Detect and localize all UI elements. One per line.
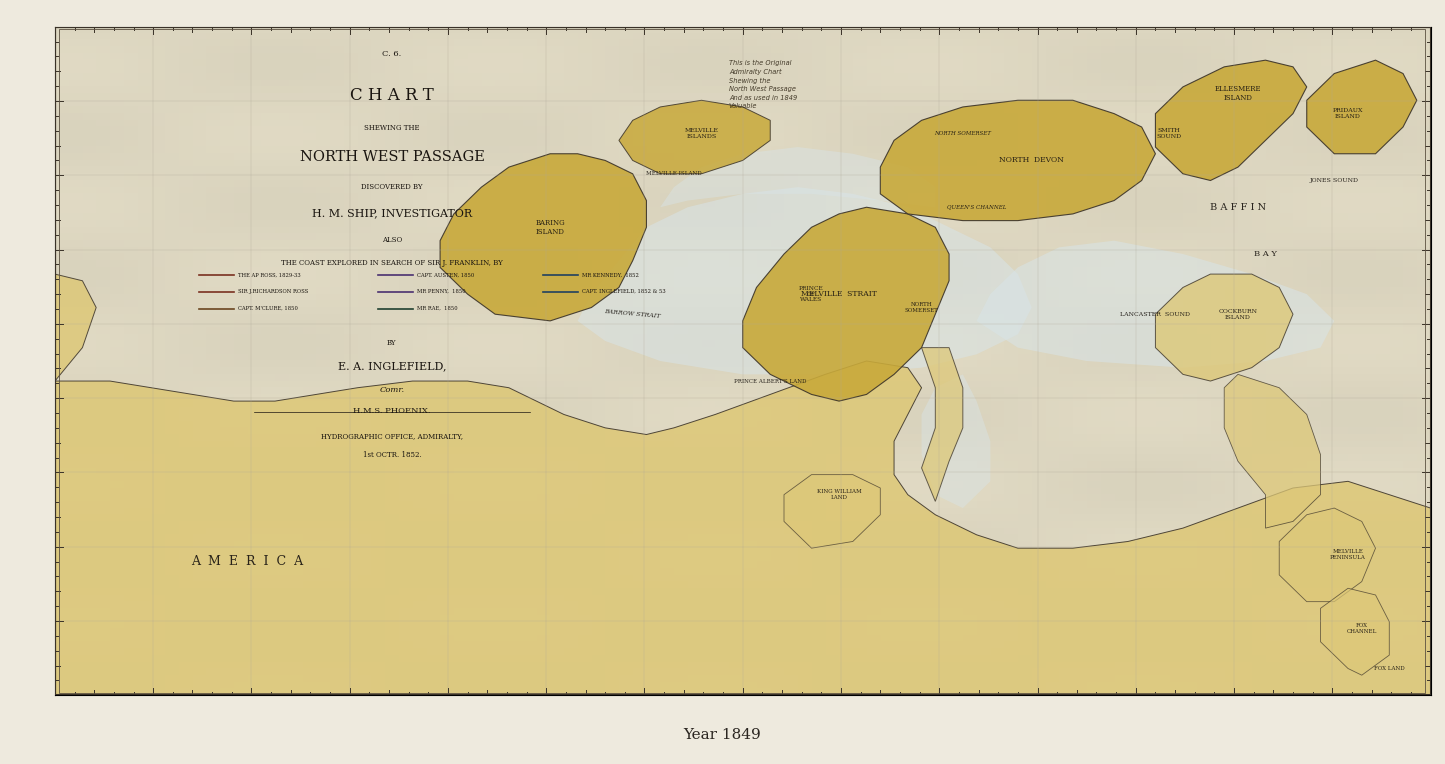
Polygon shape [660, 147, 935, 207]
Polygon shape [922, 374, 990, 508]
Text: CAPT. INGLEFIELD, 1852 & 53: CAPT. INGLEFIELD, 1852 & 53 [582, 289, 666, 294]
Text: NORTH SOMERSET: NORTH SOMERSET [935, 131, 991, 136]
Text: QUEEN'S CHANNEL: QUEEN'S CHANNEL [946, 205, 1006, 210]
Text: SHEWING THE: SHEWING THE [364, 124, 419, 131]
Text: A  M  E  R  I  C  A: A M E R I C A [191, 555, 303, 568]
Polygon shape [1156, 60, 1306, 180]
Text: C. 6.: C. 6. [383, 50, 402, 58]
Polygon shape [1224, 374, 1321, 528]
Text: PRINCE
OF
WALES: PRINCE OF WALES [799, 286, 824, 303]
Text: BARING
ISLAND: BARING ISLAND [535, 219, 565, 236]
Polygon shape [922, 348, 962, 501]
Text: MELVILLE  STRAIT: MELVILLE STRAIT [801, 290, 877, 298]
Text: PRINCE ALBERT'S LAND: PRINCE ALBERT'S LAND [734, 378, 806, 384]
Polygon shape [785, 474, 880, 549]
Text: MELVILLE
PENINSULA: MELVILLE PENINSULA [1329, 549, 1366, 560]
Polygon shape [578, 187, 1032, 374]
Text: ELLESMERE
ISLAND: ELLESMERE ISLAND [1215, 85, 1261, 102]
Polygon shape [55, 274, 97, 381]
Text: HYDROGRAPHIC OFFICE, ADMIRALTY,: HYDROGRAPHIC OFFICE, ADMIRALTY, [321, 432, 462, 441]
Text: LANCASTER  SOUND: LANCASTER SOUND [1120, 312, 1191, 317]
Polygon shape [1156, 274, 1293, 381]
Polygon shape [1306, 60, 1416, 154]
Text: 1st OCTR. 1852.: 1st OCTR. 1852. [363, 452, 422, 459]
Text: FOX LAND: FOX LAND [1374, 666, 1405, 671]
Text: MR RAE,  1850: MR RAE, 1850 [416, 306, 457, 311]
Polygon shape [743, 207, 949, 401]
Text: FOX
CHANNEL: FOX CHANNEL [1347, 623, 1377, 634]
Text: COCKBURN
ISLAND: COCKBURN ISLAND [1218, 309, 1257, 319]
Text: PRIDAUX
ISLAND: PRIDAUX ISLAND [1332, 108, 1363, 119]
Polygon shape [55, 361, 1431, 695]
Text: THE AP ROSS, 1829-33: THE AP ROSS, 1829-33 [238, 272, 301, 277]
Polygon shape [880, 100, 1156, 221]
Text: E. A. INGLEFIELD,: E. A. INGLEFIELD, [338, 361, 447, 371]
Text: C H A R T: C H A R T [350, 87, 434, 104]
Polygon shape [441, 154, 646, 321]
Polygon shape [1279, 508, 1376, 602]
Text: NORTH
SOMERSET: NORTH SOMERSET [905, 302, 938, 313]
Polygon shape [618, 100, 770, 173]
Text: NORTH WEST PASSAGE: NORTH WEST PASSAGE [299, 151, 484, 164]
Text: MELVILLE
ISLANDS: MELVILLE ISLANDS [685, 128, 718, 139]
Text: ALSO: ALSO [381, 236, 402, 244]
Text: Year 1849: Year 1849 [683, 728, 762, 742]
Text: SIR J.RICHARDSON ROSS: SIR J.RICHARDSON ROSS [238, 289, 308, 294]
Text: CAPT. M'CLURE, 1850: CAPT. M'CLURE, 1850 [238, 306, 298, 311]
Text: NORTH  DEVON: NORTH DEVON [998, 157, 1064, 164]
Text: B A Y: B A Y [1254, 250, 1277, 258]
Text: BY: BY [387, 339, 397, 347]
Text: THE COAST EXPLORED IN SEARCH OF SIR J. FRANKLIN, BY: THE COAST EXPLORED IN SEARCH OF SIR J. F… [280, 259, 503, 267]
Text: MELVILLE ISLAND: MELVILLE ISLAND [646, 171, 702, 176]
Text: H.M.S. PHOENIX.: H.M.S. PHOENIX. [353, 407, 431, 415]
Text: DISCOVERED BY: DISCOVERED BY [361, 183, 423, 190]
Text: This is the Original
Admiralty Chart
Shewing the
North West Passage
And as used : This is the Original Admiralty Chart She… [728, 60, 798, 109]
Text: BARROW STRAIT: BARROW STRAIT [604, 309, 660, 319]
Text: CAPT. AUSTEN, 1850: CAPT. AUSTEN, 1850 [416, 272, 474, 277]
Text: KING WILLIAM
LAND: KING WILLIAM LAND [816, 489, 861, 500]
Text: JONES SOUND: JONES SOUND [1309, 178, 1358, 183]
Text: MR KENNEDY,  1852: MR KENNEDY, 1852 [582, 272, 639, 277]
Text: B A F F I N: B A F F I N [1209, 202, 1266, 212]
Polygon shape [1321, 588, 1389, 675]
Polygon shape [977, 241, 1334, 367]
Text: H. M. SHIP, INVESTIGATOR: H. M. SHIP, INVESTIGATOR [312, 208, 473, 218]
Text: MR PENNY,  1850: MR PENNY, 1850 [416, 289, 465, 294]
Text: SMITH
SOUND: SMITH SOUND [1156, 128, 1182, 139]
Text: Comr.: Comr. [380, 386, 405, 393]
